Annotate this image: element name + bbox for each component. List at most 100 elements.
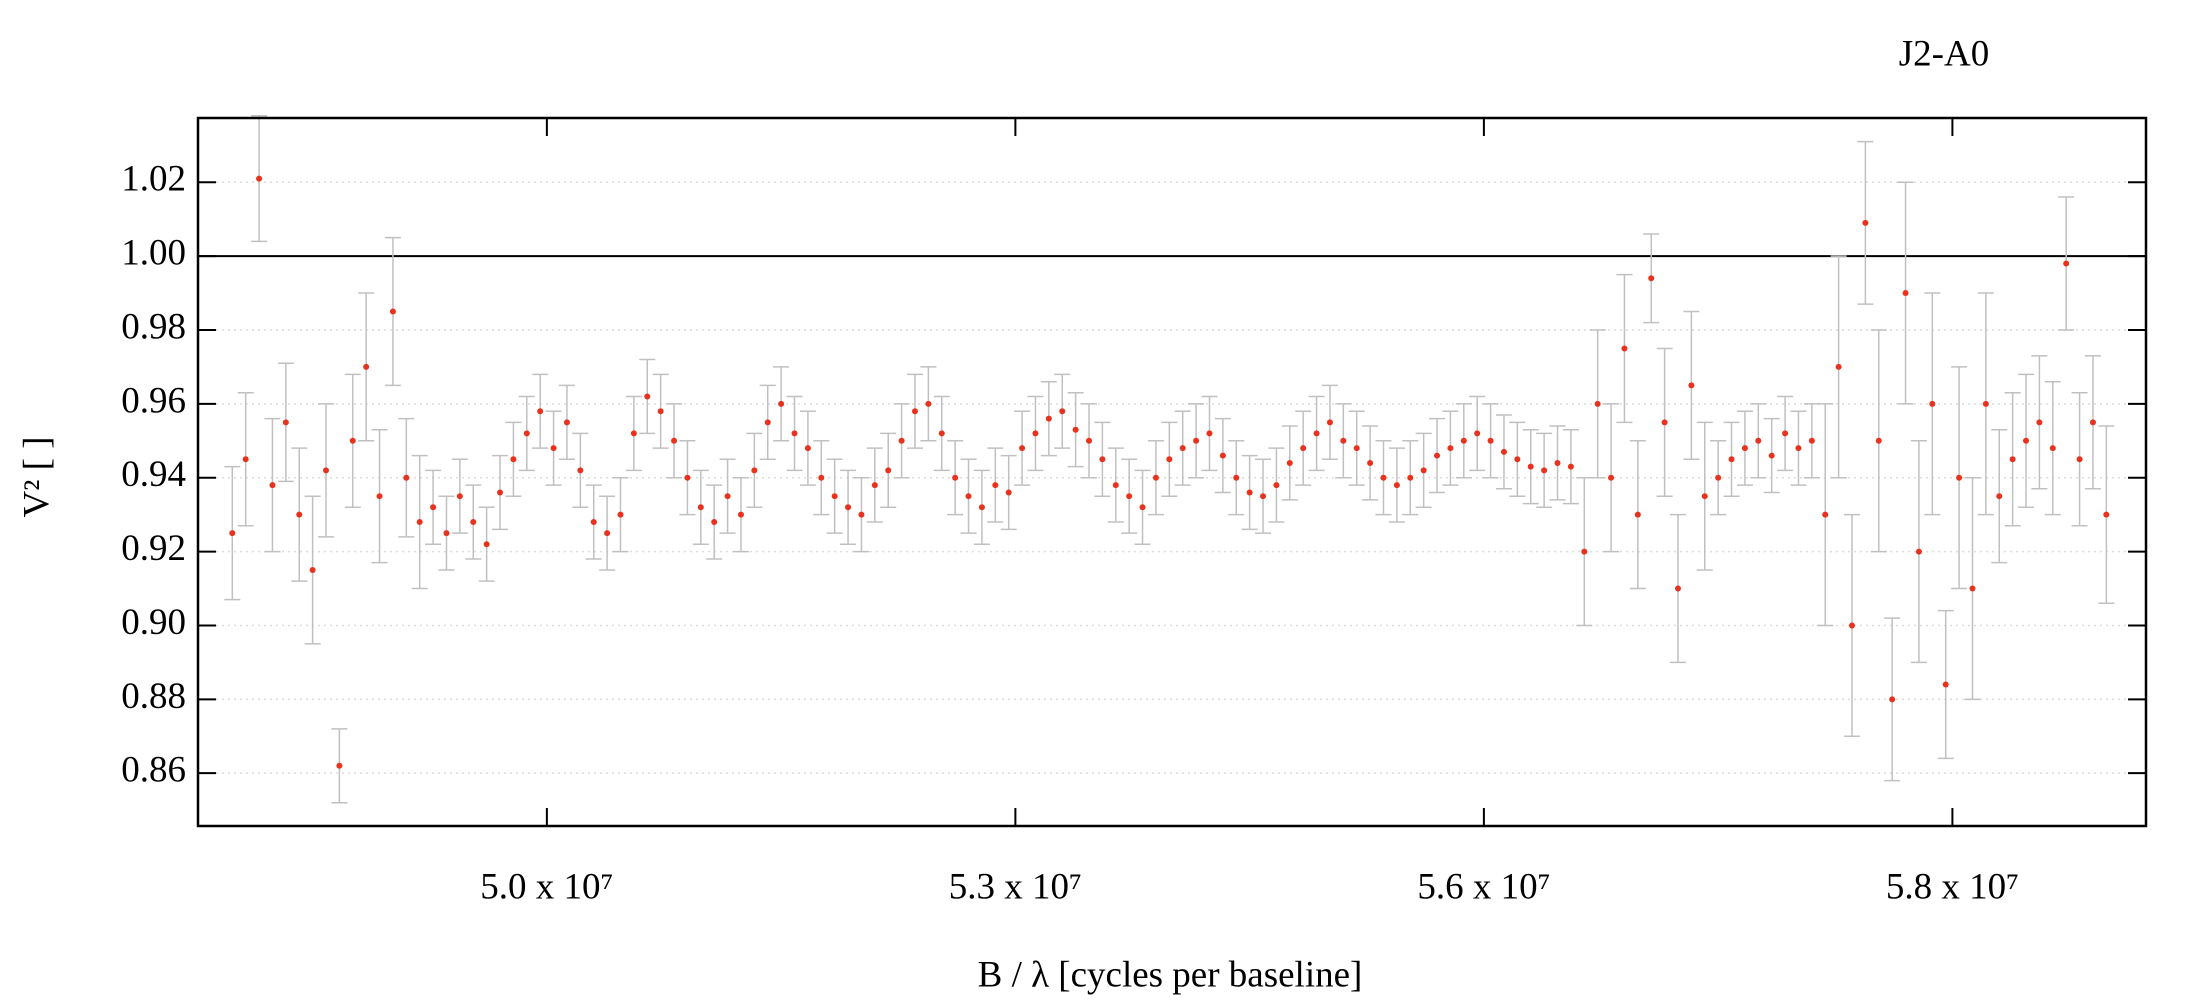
data-point <box>389 308 396 315</box>
data-point <box>1460 437 1467 444</box>
data-point <box>1447 445 1454 452</box>
data-point <box>1206 430 1213 437</box>
data-point <box>697 504 704 511</box>
data-point <box>885 467 892 474</box>
data-point <box>764 419 771 426</box>
data-point <box>1527 463 1534 470</box>
data-point <box>510 456 517 463</box>
data-point <box>1474 430 1481 437</box>
data-point <box>1367 459 1374 466</box>
data-point <box>1889 696 1896 703</box>
x-tick-label: 5.0 x 10⁷ <box>480 866 613 907</box>
y-tick-label: 0.86 <box>121 750 186 791</box>
data-point <box>2103 511 2110 518</box>
data-point <box>1219 452 1226 459</box>
data-point <box>1326 419 1333 426</box>
data-point <box>1594 400 1601 407</box>
data-point <box>1554 459 1561 466</box>
data-point <box>269 482 276 489</box>
data-point <box>363 363 370 370</box>
y-tick-label: 0.98 <box>121 306 186 347</box>
data-point <box>1608 474 1615 481</box>
y-axis-label: V² [ ] <box>16 437 57 518</box>
data-point <box>1688 382 1695 389</box>
data-point <box>2063 260 2070 267</box>
data-point <box>1661 419 1668 426</box>
data-point <box>657 408 664 415</box>
data-point <box>1139 504 1146 511</box>
data-point <box>1059 408 1066 415</box>
data-point <box>737 511 744 518</box>
data-point <box>1112 482 1119 489</box>
data-point <box>537 408 544 415</box>
data-point <box>563 419 570 426</box>
data-point <box>778 400 785 407</box>
data-point <box>349 437 356 444</box>
data-point <box>1300 445 1307 452</box>
data-point <box>871 482 878 489</box>
data-point <box>724 493 731 500</box>
data-point <box>1567 463 1574 470</box>
data-point <box>858 511 865 518</box>
data-point <box>978 504 985 511</box>
data-point <box>470 519 477 526</box>
y-tick-label: 0.92 <box>121 528 186 569</box>
data-point <box>282 419 289 426</box>
data-point <box>898 437 905 444</box>
data-point <box>1152 474 1159 481</box>
data-point <box>1340 437 1347 444</box>
data-point <box>845 504 852 511</box>
data-point <box>1541 467 1548 474</box>
data-point <box>2049 445 2056 452</box>
data-point <box>416 519 423 526</box>
data-point <box>630 430 637 437</box>
data-point <box>1942 681 1949 688</box>
data-point <box>456 493 463 500</box>
data-point <box>1822 511 1829 518</box>
data-point <box>1862 219 1869 226</box>
data-point <box>1273 482 1280 489</box>
data-point <box>1648 275 1655 282</box>
data-point <box>617 511 624 518</box>
data-point <box>443 530 450 537</box>
data-point <box>1032 430 1039 437</box>
data-point <box>483 541 490 548</box>
y-tick-label: 0.94 <box>121 454 186 495</box>
data-point <box>2009 456 2016 463</box>
data-point <box>256 175 263 182</box>
data-point <box>938 430 945 437</box>
data-point <box>1728 456 1735 463</box>
data-point <box>1674 585 1681 592</box>
data-point <box>336 762 343 769</box>
data-point <box>590 519 597 526</box>
data-point <box>229 530 236 537</box>
x-tick-label: 5.3 x 10⁷ <box>949 866 1082 907</box>
data-point <box>1929 400 1936 407</box>
data-point <box>1875 437 1882 444</box>
data-point <box>804 445 811 452</box>
plot-frame <box>196 116 2148 828</box>
data-point <box>831 493 838 500</box>
data-point <box>1514 456 1521 463</box>
data-point <box>1260 493 1267 500</box>
data-point <box>1179 445 1186 452</box>
data-point <box>684 474 691 481</box>
data-point <box>1996 493 2003 500</box>
data-point <box>1956 474 1963 481</box>
data-point <box>1193 437 1200 444</box>
data-point <box>711 519 718 526</box>
data-point <box>965 493 972 500</box>
data-point <box>309 567 316 574</box>
data-point <box>1581 548 1588 555</box>
data-point <box>1313 430 1320 437</box>
chart-title: J2-A0 <box>1899 33 1989 74</box>
data-point <box>911 408 918 415</box>
data-point <box>952 474 959 481</box>
data-point <box>925 400 932 407</box>
data-point <box>430 504 437 511</box>
data-point <box>1915 548 1922 555</box>
data-point <box>2036 419 2043 426</box>
data-point <box>2023 437 2030 444</box>
